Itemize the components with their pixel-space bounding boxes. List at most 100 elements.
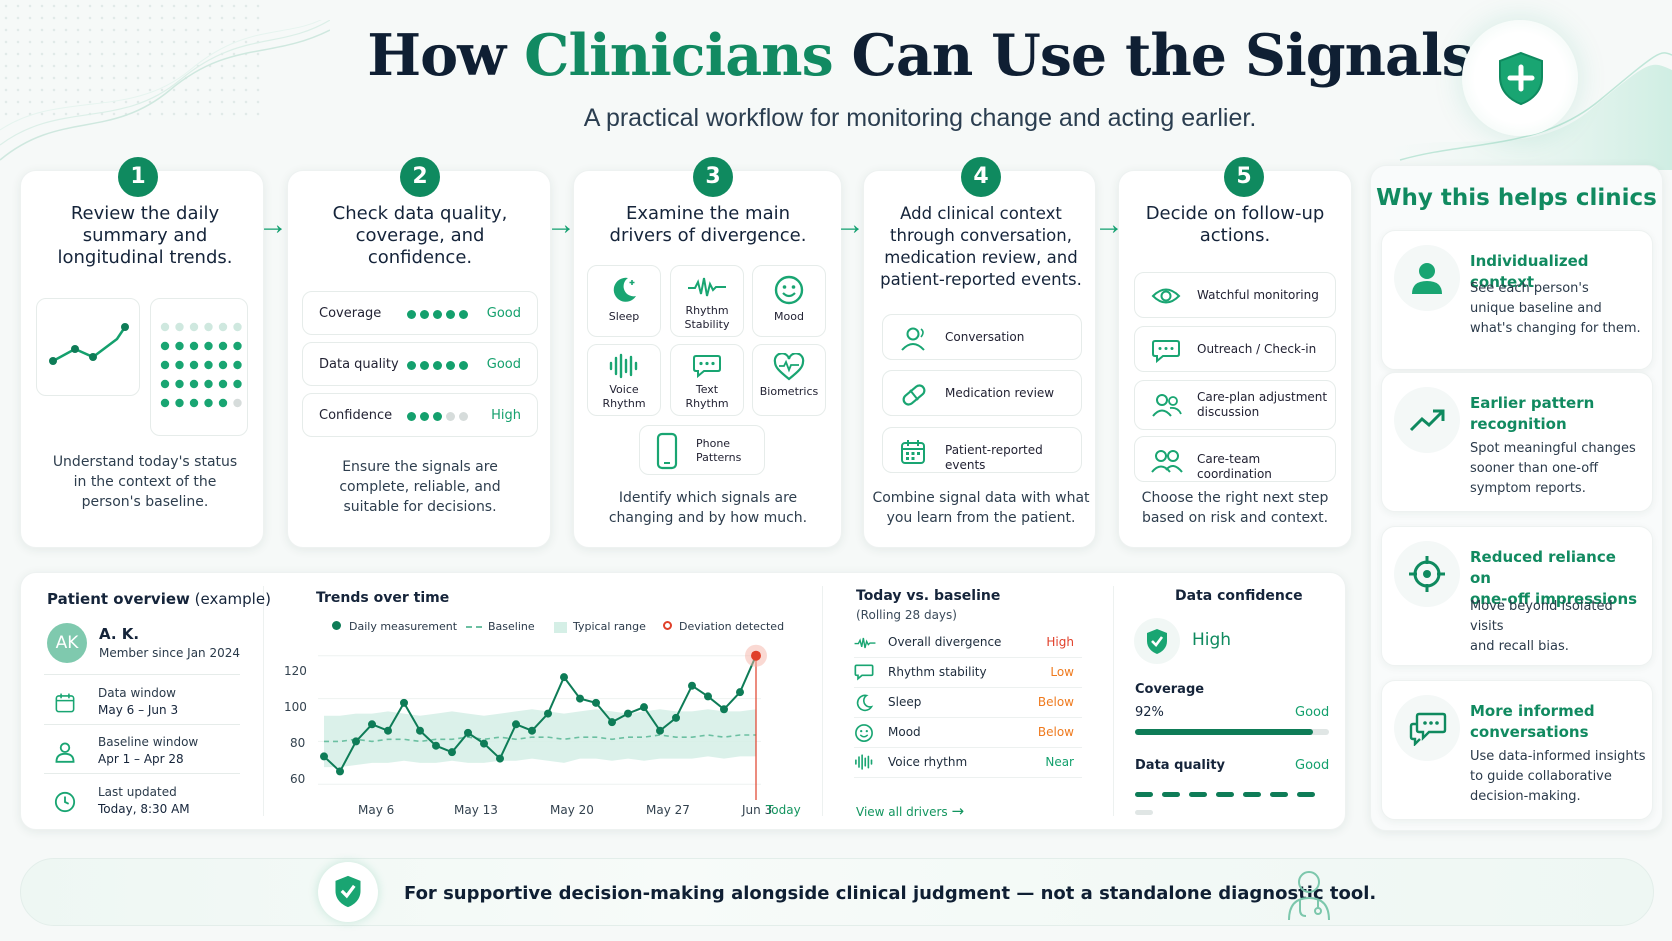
patient-member-since: Member since Jan 2024	[99, 646, 241, 660]
arrow-right-icon: →	[835, 208, 865, 241]
legend-band-marker	[554, 621, 567, 633]
chat-dots-icon	[1409, 712, 1447, 746]
calendar-dot	[160, 379, 170, 389]
context-conversation[interactable]: Conversation	[882, 314, 1082, 360]
patient-row-data-window: Data window May 6 – Jun 3	[44, 686, 240, 726]
context-medication-review[interactable]: Medication review	[882, 370, 1082, 416]
calendar-dot	[218, 360, 228, 370]
why-desc-line: Use data-informed insights	[1470, 749, 1646, 764]
data-point	[496, 754, 504, 763]
data-point	[448, 748, 456, 757]
driver-biometrics[interactable]: Biometrics	[752, 344, 826, 416]
step-title-line: through conversation,	[890, 226, 1072, 245]
calendar-dot	[204, 398, 213, 408]
calendar-dot	[233, 379, 242, 389]
why-icon-circle	[1394, 695, 1460, 761]
driver-voice-rhythm[interactable]: Voice Rhythm	[587, 344, 661, 416]
divider	[44, 773, 240, 774]
driver-rhythm-stability[interactable]: Rhythm Stability	[670, 265, 744, 337]
voice-bars-icon	[609, 353, 638, 379]
driver-label: Mood	[774, 310, 804, 323]
x-tick-label: May 6	[358, 803, 395, 817]
mini-trend-chart	[36, 298, 140, 396]
quality-dot	[433, 361, 442, 370]
calendar-dot	[218, 379, 228, 389]
calendar-dot	[175, 360, 184, 370]
why-panel-title: Why this helps clinics	[1376, 185, 1657, 211]
legend-label: Baseline	[488, 620, 535, 633]
data-point	[384, 726, 392, 735]
confidence-level: High	[1192, 630, 1232, 650]
why-icon-circle	[1394, 245, 1460, 311]
baseline-row: Rhythm stability Low	[854, 658, 1082, 688]
quality-dot	[420, 361, 429, 370]
data-point	[416, 726, 424, 735]
y-tick-label: 80	[290, 736, 306, 750]
confidence-shield-circle	[1134, 618, 1180, 664]
driver-label: Rhythm	[685, 397, 729, 410]
chat-bubble-icon	[693, 355, 721, 379]
y-tick-label: 100	[284, 700, 307, 714]
patient-row-value: May 6 – Jun 3	[98, 703, 179, 717]
deviation-point	[751, 650, 761, 661]
driver-phone-patterns[interactable]: Phone Patterns	[639, 425, 765, 475]
quality-row-confidence: Confidence High	[302, 393, 538, 437]
quality-value: Good	[486, 306, 521, 321]
why-desc: Move beyond isolated visits and recall b…	[1470, 597, 1646, 657]
view-all-drivers-link[interactable]: View all drivers →	[856, 802, 964, 820]
step-desc-line: based on risk and context.	[1141, 510, 1329, 526]
y-tick-label: 120	[284, 664, 307, 678]
data-point	[720, 705, 728, 714]
action-outreach[interactable]: Outreach / Check-in	[1134, 326, 1336, 372]
y-tick-label: 60	[290, 772, 306, 786]
patient-heading-note: (example)	[194, 590, 271, 608]
step-title-4: Add clinical context through conversatio…	[866, 203, 1096, 291]
coverage-percent: 92%	[1135, 705, 1164, 720]
action-care-plan[interactable]: Care-plan adjustment discussion	[1134, 380, 1336, 430]
legend-deviation: Deviation detected	[663, 620, 784, 633]
smiley-icon	[855, 724, 873, 742]
why-desc-line: Spot meaningful changes	[1470, 441, 1636, 456]
page-subtitle: A practical workflow for monitoring chan…	[583, 104, 1257, 132]
quality-dot	[407, 310, 416, 319]
why-desc-line: Move beyond isolated visits	[1470, 599, 1613, 634]
patient-overview-heading: Patient overview (example)	[47, 590, 271, 608]
decorative-wave-glow	[1380, 52, 1672, 170]
driver-text-rhythm[interactable]: Text Rhythm	[670, 344, 744, 416]
why-item-informed-conversations: More informed conversations Use data-info…	[1381, 680, 1653, 820]
driver-sleep[interactable]: Sleep	[587, 265, 661, 337]
calendar-dot	[233, 322, 242, 332]
step-title-line: Decide on follow-up	[1145, 203, 1325, 224]
patient-row-value: Apr 1 – Apr 28	[98, 752, 184, 766]
data-point	[736, 688, 744, 697]
step-title-line: Review the daily	[70, 203, 220, 224]
driver-label: Patterns	[696, 451, 742, 464]
shield-badge	[1462, 20, 1578, 136]
driver-label: Biometrics	[759, 385, 819, 398]
step-title-line: patient-reported events.	[880, 270, 1082, 289]
quality-dots	[407, 410, 472, 425]
quality-dot	[459, 412, 468, 421]
driver-label: Voice	[609, 383, 639, 396]
step-title-1: Review the daily summary and longitudina…	[30, 203, 260, 269]
why-heading-line: one-off impressions	[1470, 590, 1638, 608]
quality-dot	[446, 310, 455, 319]
action-care-team-coordination[interactable]: Care-team coordination	[1134, 436, 1336, 482]
calendar-dot	[175, 379, 184, 389]
why-heading-line: More informed	[1470, 702, 1595, 720]
step-desc-2: Ensure the signals are complete, reliabl…	[292, 457, 548, 517]
context-label: Patient-reported events	[945, 443, 1043, 472]
baseline-row: Sleep Below	[854, 688, 1082, 718]
driver-mood[interactable]: Mood	[752, 265, 826, 337]
people-icon	[1152, 394, 1182, 417]
person-talk-icon	[901, 327, 925, 351]
why-item-earlier-recognition: Earlier pattern recognition Spot meaningf…	[1381, 372, 1653, 512]
quality-value: Good	[1295, 758, 1330, 773]
action-watchful-monitoring[interactable]: Watchful monitoring	[1134, 272, 1336, 318]
data-point	[368, 720, 376, 729]
x-tick-label: May 20	[550, 803, 594, 817]
calendar-dot	[189, 379, 199, 389]
data-point	[688, 681, 696, 690]
eye-icon	[1151, 288, 1181, 304]
context-patient-reported-events[interactable]: Patient-reported events	[882, 427, 1082, 473]
